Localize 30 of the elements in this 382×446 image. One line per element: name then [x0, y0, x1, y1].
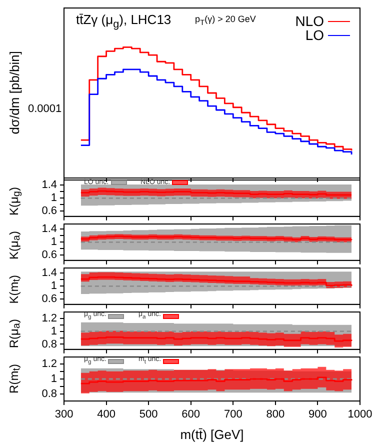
y-tick-label: 1 — [50, 280, 57, 292]
chart-subtitle: p$_{T}$(γ) > 20 GeV — [195, 14, 256, 27]
y-tick-label: 1.2 — [42, 312, 57, 324]
y-tick-label: 1 — [50, 236, 57, 248]
y-tick-label: 1 — [50, 192, 57, 204]
x-axis-title: m(tt̄) [GeV] — [180, 426, 244, 442]
y-tick-label: 0.6 — [42, 293, 57, 306]
y-tick-label: 1.2 — [42, 358, 57, 370]
y-tick-label: 0.8 — [42, 388, 57, 400]
y-tick-label: 1 — [50, 373, 57, 386]
x-tick-label: 700 — [224, 408, 242, 421]
x-tick-label: 300 — [54, 408, 74, 421]
x-tick-label: 500 — [139, 408, 158, 421]
y-tick-label: 1 — [50, 325, 57, 338]
legend-label: NLO — [295, 13, 324, 29]
chart-title: tt̄Zγ (μ$_{g}$), LHC13 — [76, 12, 172, 31]
y-tick-label: 1.4 — [42, 223, 57, 236]
x-tick-label: 1000 — [348, 408, 372, 421]
x-tick-label: 400 — [97, 408, 116, 421]
y-tick-label: 0.6 — [42, 205, 57, 218]
text: 0.0001 — [28, 103, 62, 115]
x-tick-label: 800 — [266, 408, 285, 421]
x-tick-label: 900 — [308, 408, 327, 421]
legend-label: LO — [305, 27, 324, 43]
y-tick-label: 1.4 — [42, 179, 57, 192]
y-axis-title: dσ/dm [pb/bin] — [6, 51, 22, 135]
y-tick-label: 0.8 — [42, 338, 57, 350]
x-tick-label: 600 — [182, 408, 200, 421]
y-tick-label: 1.4 — [42, 267, 57, 280]
y-tick-label: 0.6 — [42, 249, 57, 262]
